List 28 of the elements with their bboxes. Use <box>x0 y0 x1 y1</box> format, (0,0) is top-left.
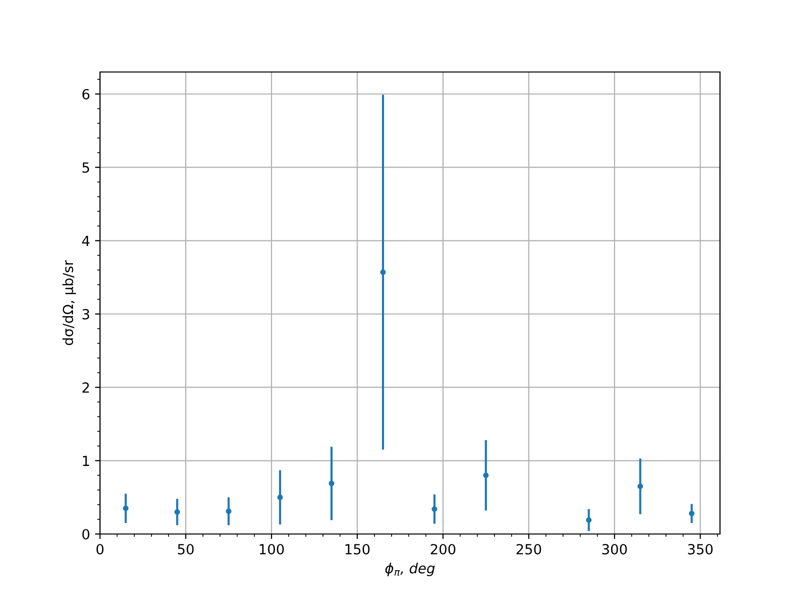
x-tick-label: 0 <box>96 544 104 554</box>
point <box>637 484 644 490</box>
point <box>328 480 334 486</box>
y-tick-label: 2 <box>82 382 89 393</box>
point <box>226 508 232 514</box>
point <box>174 509 180 515</box>
point <box>688 510 694 516</box>
y-tick-label: 1 <box>82 456 89 466</box>
y-tick-label: 5 <box>82 162 90 173</box>
x-tick-label: 250 <box>516 544 542 554</box>
x-tick-label: 100 <box>260 544 284 554</box>
y-tick-label: 4 <box>82 236 90 246</box>
point <box>380 269 386 275</box>
x-tick-label: 200 <box>430 544 456 554</box>
x-axis-title: ϕ$_{π}$, deg <box>385 562 435 576</box>
x-tick-label: 50 <box>178 544 194 554</box>
point <box>277 494 283 500</box>
y-axis-title: dσ/dΩ, μb/sr <box>62 260 76 346</box>
y-tick-label: 6 <box>82 88 90 100</box>
x-tick-label: 350 <box>688 544 713 554</box>
y-tick-label: 0 <box>82 528 90 540</box>
point <box>432 506 438 512</box>
point <box>586 517 592 523</box>
x-tick-label: 300 <box>602 544 627 554</box>
point <box>122 506 129 512</box>
y-tick-label: 3 <box>82 308 90 320</box>
x-tick-label: 150 <box>346 544 370 554</box>
point <box>483 472 489 478</box>
